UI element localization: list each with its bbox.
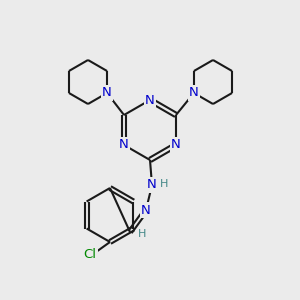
Text: N: N xyxy=(145,94,155,106)
Text: H: H xyxy=(160,179,168,189)
Text: Cl: Cl xyxy=(83,248,97,260)
Text: N: N xyxy=(147,178,157,191)
Text: N: N xyxy=(189,86,199,100)
Text: N: N xyxy=(171,139,181,152)
Text: N: N xyxy=(119,139,129,152)
Text: H: H xyxy=(138,229,146,239)
Text: N: N xyxy=(102,86,112,100)
Text: N: N xyxy=(141,203,151,217)
